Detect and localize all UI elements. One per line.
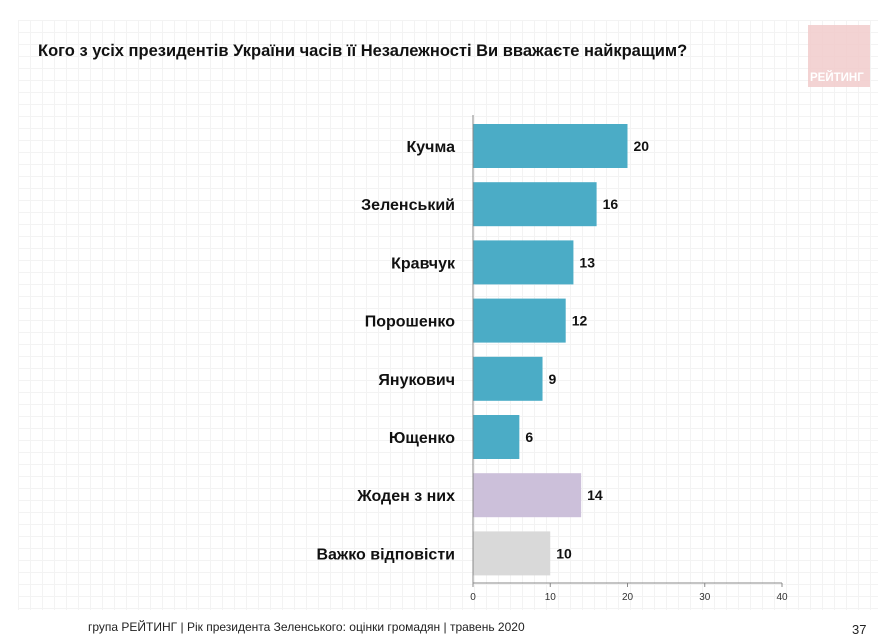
x-tick-label: 30 xyxy=(699,592,711,603)
data-label: 14 xyxy=(587,487,603,503)
category-label: Важко відповісти xyxy=(316,546,455,563)
data-label: 16 xyxy=(603,196,619,212)
data-label: 13 xyxy=(579,254,595,270)
x-tick-label: 40 xyxy=(776,592,788,603)
bar xyxy=(473,531,551,576)
bar xyxy=(473,124,628,168)
x-tick-label: 20 xyxy=(622,592,634,603)
bar xyxy=(473,473,582,518)
category-label: Порошенко xyxy=(365,314,456,331)
data-label: 9 xyxy=(549,371,557,387)
bar xyxy=(473,240,574,285)
bar xyxy=(473,298,566,343)
bar xyxy=(473,356,543,401)
data-label: 20 xyxy=(634,138,650,154)
data-label: 12 xyxy=(572,313,588,329)
x-tick-label: 10 xyxy=(545,592,557,603)
category-label: Кучма xyxy=(407,139,456,156)
footer: група РЕЙТИНГ | Рік президента Зеленсько… xyxy=(88,620,525,634)
x-tick-label: 0 xyxy=(470,592,476,603)
data-label: 10 xyxy=(556,545,572,561)
category-label: Кравчук xyxy=(391,255,456,272)
bar xyxy=(473,182,597,227)
data-label: 6 xyxy=(525,429,533,445)
category-label: Ющенко xyxy=(389,430,455,447)
bar xyxy=(473,415,520,459)
logo-text: РЕЙТИНГ xyxy=(810,72,864,84)
background-grid xyxy=(18,20,878,610)
chart-title: Кого з усіх президентів України часів її… xyxy=(38,42,688,60)
category-label: Янукович xyxy=(378,372,455,389)
page-number: 37 xyxy=(852,622,867,637)
category-label: Зеленський xyxy=(361,197,455,214)
category-label: Жоден з них xyxy=(356,488,455,505)
rating-logo: РЕЙТИНГ xyxy=(808,25,870,87)
